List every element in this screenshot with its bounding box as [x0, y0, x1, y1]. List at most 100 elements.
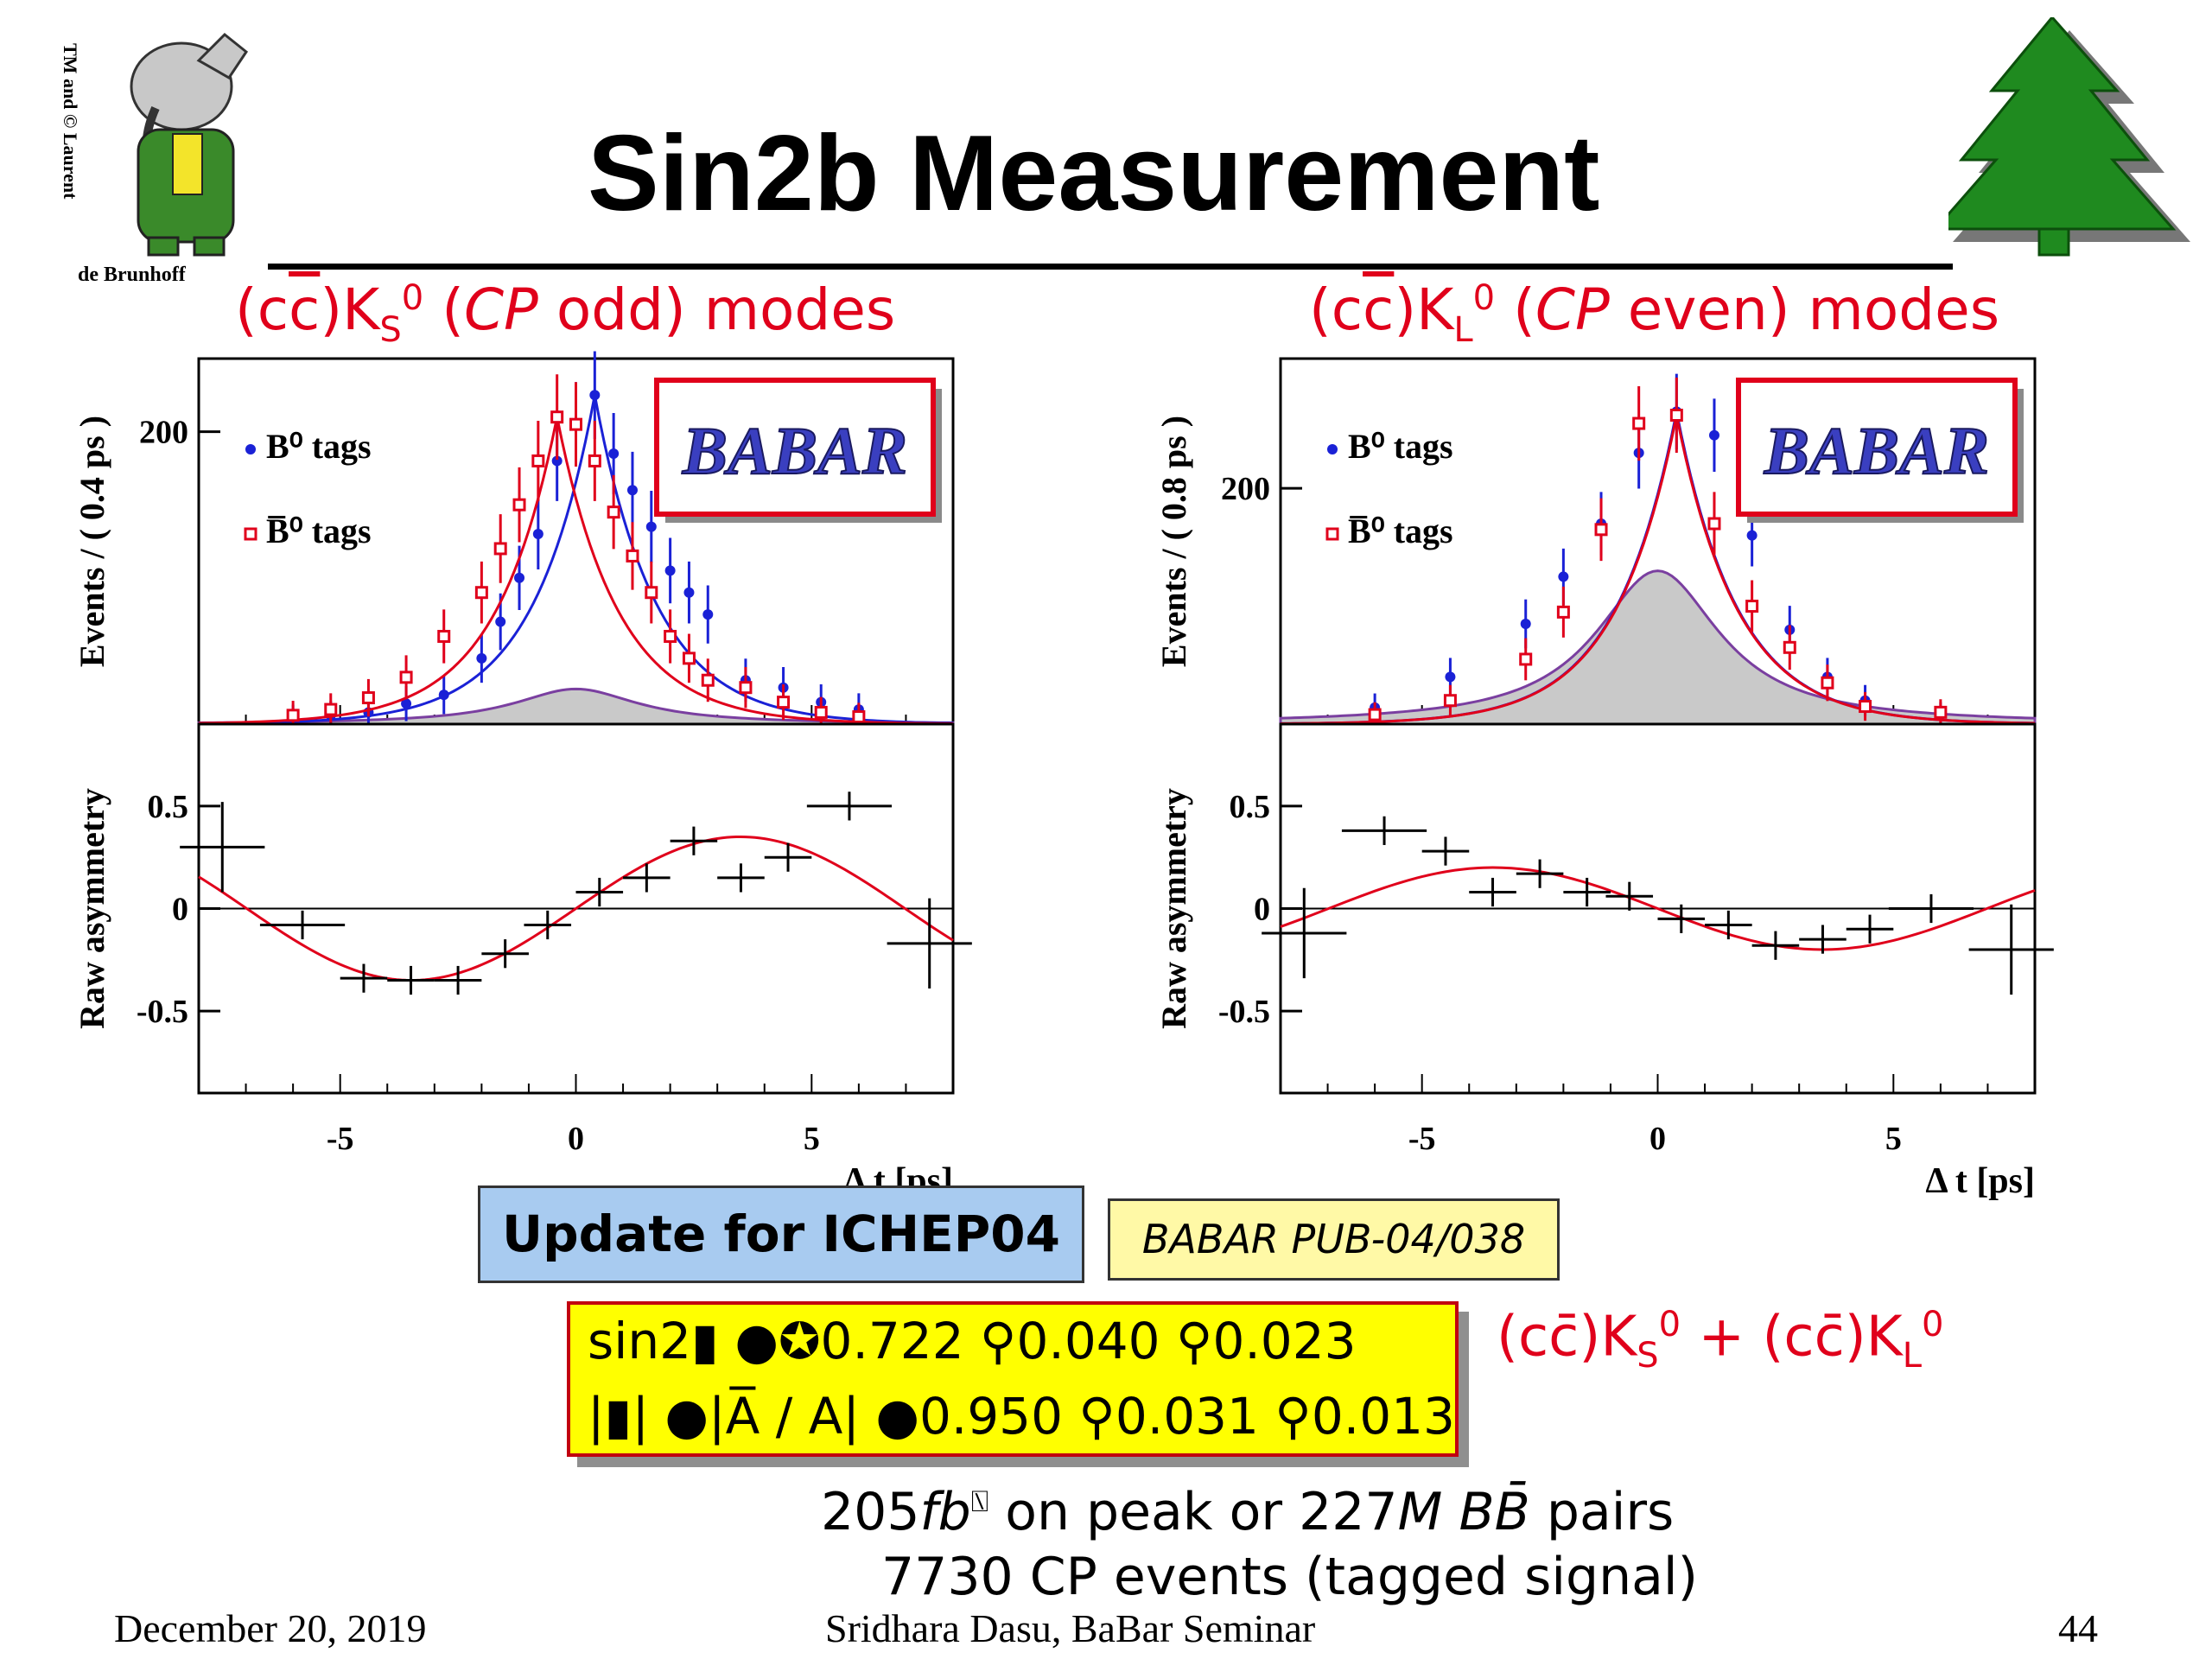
y-axis-label: Raw asymmetry — [73, 788, 111, 1029]
data-point-b0bar — [852, 710, 866, 724]
x-tick-label: 0 — [568, 1121, 584, 1157]
data-point-b0bar — [550, 410, 564, 424]
events-stat: 7730 CP events (tagged signal) — [881, 1547, 1698, 1607]
result-line-2: |▮| ●|A̅ / A| ●0.950 ⚲0.031 ⚲0.013 — [588, 1387, 1455, 1446]
x-tick-label: -5 — [327, 1121, 354, 1157]
right-mode-heading: (cc)KL0 (CP even) modes — [1309, 276, 2000, 351]
legend-marker-b0 — [1327, 444, 1338, 454]
data-point-b0bar — [607, 505, 620, 519]
y-tick-label: 200 — [139, 415, 188, 451]
data-point-b0 — [532, 529, 543, 540]
data-point-b0 — [438, 690, 449, 701]
data-point-b0bar — [1669, 408, 1683, 422]
data-point-b0 — [1558, 571, 1569, 582]
title-divider — [268, 264, 1953, 270]
y-tick-label: 0 — [1254, 892, 1270, 928]
y-axis-label: Raw asymmetry — [1154, 788, 1193, 1029]
y-tick-label: 200 — [1221, 471, 1270, 507]
data-point-b0bar — [1783, 640, 1796, 654]
data-point-b0bar — [1707, 517, 1721, 531]
data-point-b0 — [1520, 619, 1531, 630]
data-point-b0bar — [626, 549, 639, 563]
combined-modes-label: (cc̄)KS0 + (cc̄)KL0 — [1497, 1305, 1944, 1376]
data-point-b0bar — [1368, 708, 1382, 721]
footer-page: 44 — [2058, 1606, 2098, 1650]
y-axis-label: Events / ( 0.4 ps ) — [73, 416, 111, 667]
data-point-b0bar — [701, 673, 715, 687]
data-point-b0bar — [474, 586, 488, 600]
babar-elephant-logo: TM and © Laurent de Brunhoff — [60, 32, 249, 285]
fit-curve-b0bar — [1280, 415, 2036, 725]
y-tick-label: -0.5 — [137, 994, 188, 1030]
babar-logo-text: BABAR — [682, 413, 907, 488]
footer-date: December 20, 2019 — [114, 1606, 427, 1650]
legend-marker-b0 — [245, 444, 256, 454]
data-point-b0bar — [493, 542, 507, 556]
publication-label-box: BABAR PUB-04/038 — [1108, 1198, 1560, 1281]
data-point-b0bar — [286, 709, 300, 722]
data-point-b0bar — [437, 629, 451, 643]
data-point-b0 — [702, 609, 714, 620]
update-label-box: Update for ICHEP04 — [478, 1185, 1084, 1283]
luminosity-stat: 205fb⍂ on peak or 227M BB̄ pairs — [821, 1482, 1675, 1542]
legend-label: B̅⁰ tags — [1348, 512, 1453, 550]
logo-caption-bottom: de Brunhoff — [78, 264, 187, 285]
data-point-b0bar — [531, 454, 545, 467]
x-axis-label: Δ t [ps] — [1925, 1161, 2035, 1201]
data-point-b0 — [495, 616, 506, 627]
data-point-b0bar — [1594, 523, 1608, 537]
data-point-b0 — [626, 485, 638, 496]
asymmetry-fit-curve — [1280, 866, 2036, 951]
fit-curve-b0bar — [198, 416, 954, 725]
data-point-b0bar — [739, 681, 753, 695]
asymmetry-fit-curve — [198, 835, 954, 982]
legend-marker-b0bar — [1325, 527, 1339, 541]
legend-label: B⁰ tags — [1348, 427, 1453, 466]
x-tick-label: -5 — [1408, 1121, 1436, 1157]
data-point-b0bar — [588, 454, 601, 467]
tree-icon — [1948, 17, 2190, 257]
data-point-b0bar — [1443, 694, 1457, 708]
data-point-b0 — [1708, 429, 1719, 441]
logo-caption-vertical: TM and © Laurent — [60, 43, 81, 200]
result-box: sin2▮ ●✪0.722 ⚲0.040 ⚲0.023 |▮| ●|A̅ / A… — [567, 1301, 1459, 1457]
data-point-b0bar — [324, 702, 338, 716]
data-point-b0bar — [664, 629, 677, 643]
x-tick-label: 5 — [804, 1121, 820, 1157]
data-point-b0bar — [645, 586, 658, 600]
data-point-b0 — [608, 448, 620, 459]
data-point-b0bar — [399, 671, 413, 684]
babar-logo-box — [654, 378, 936, 517]
data-point-b0bar — [682, 652, 696, 665]
data-point-b0bar — [1859, 700, 1872, 714]
x-tick-label: 0 — [1649, 1121, 1666, 1157]
data-point-b0 — [1445, 671, 1456, 683]
data-point-b0 — [401, 698, 412, 709]
data-point-b0bar — [569, 417, 582, 431]
data-point-b0 — [551, 455, 563, 467]
data-point-b0 — [514, 572, 525, 583]
data-point-b0bar — [1745, 600, 1759, 613]
y-tick-label: -0.5 — [1218, 994, 1270, 1030]
data-point-b0bar — [814, 705, 828, 719]
y-tick-label: 0 — [172, 892, 188, 928]
data-point-b0 — [645, 521, 657, 532]
result-line-1: sin2▮ ●✪0.722 ⚲0.040 ⚲0.023 — [588, 1312, 1357, 1370]
data-point-b0bar — [1519, 652, 1533, 666]
y-axis-label: Events / ( 0.8 ps ) — [1154, 416, 1193, 667]
data-point-b0bar — [1556, 605, 1570, 619]
data-point-b0 — [1746, 530, 1758, 541]
background-component — [1279, 569, 2037, 726]
babar-logo-text: BABAR — [1764, 413, 1989, 488]
y-tick-label: 0.5 — [148, 789, 189, 825]
data-point-b0bar — [512, 498, 526, 512]
data-point-b0bar — [1821, 676, 1834, 690]
data-point-b0 — [683, 587, 695, 598]
data-point-b0 — [664, 565, 676, 576]
legend-label: B⁰ tags — [266, 427, 372, 466]
footer-center: Sridhara Dasu, BaBar Seminar — [825, 1606, 1316, 1650]
y-tick-label: 0.5 — [1230, 789, 1271, 825]
data-point-b0 — [476, 652, 487, 664]
data-point-b0bar — [777, 696, 791, 709]
